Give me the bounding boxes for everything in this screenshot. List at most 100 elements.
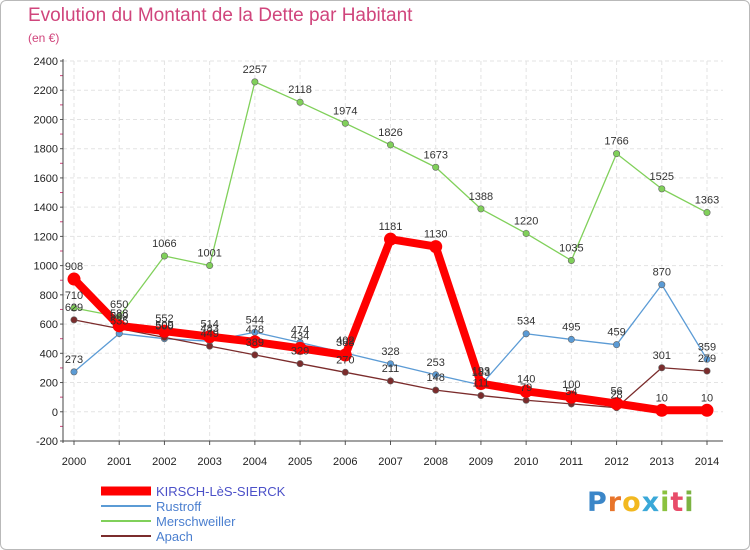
- series-3-data-label: 569: [110, 311, 128, 323]
- series-1-data-label: 495: [562, 321, 580, 333]
- series-2-data-label: 1826: [378, 127, 402, 139]
- series-0-point: [564, 390, 578, 404]
- logo-letter: P: [587, 487, 608, 518]
- series-2-point: [160, 252, 168, 260]
- series-2-data-label: 1001: [197, 247, 221, 259]
- plot-area: [63, 61, 723, 441]
- series-2-point: [477, 205, 485, 213]
- series-3-data-label: 329: [291, 346, 309, 358]
- series-3-point: [658, 364, 666, 372]
- series-1-data-label: 544: [246, 314, 264, 326]
- series-3-point: [477, 392, 485, 400]
- series-2-point: [432, 163, 440, 171]
- x-tick-label: 2006: [333, 456, 357, 468]
- x-tick-label: 2000: [62, 456, 86, 468]
- chart-title: Evolution du Montant de la Dette par Hab…: [28, 5, 413, 26]
- series-3-data-label: 629: [65, 302, 83, 314]
- x-tick-label: 2014: [695, 456, 719, 468]
- y-tick-label: 1200: [34, 231, 58, 243]
- series-2-data-label: 650: [110, 299, 128, 311]
- series-0-data-label: 514: [200, 319, 218, 331]
- series-2-data-label: 1388: [469, 191, 493, 203]
- series-2-data-label: 1035: [559, 243, 583, 255]
- x-tick-label: 2010: [514, 456, 538, 468]
- x-tick-label: 2013: [650, 456, 674, 468]
- series-3-data-label: 449: [200, 328, 218, 340]
- x-tick-label: 2002: [152, 456, 176, 468]
- series-2-point: [613, 150, 621, 158]
- y-tick-label: 800: [40, 290, 58, 302]
- logo-letter: r: [607, 487, 623, 518]
- series-3-data-label: 111: [473, 378, 490, 390]
- series-2-point: [386, 141, 394, 149]
- series-0-data-label: 56: [610, 386, 622, 398]
- series-3-point: [432, 386, 440, 394]
- series-3-point: [70, 316, 78, 324]
- y-tick-label: 1000: [34, 261, 58, 273]
- series-1-point: [658, 281, 666, 289]
- series-3-point: [251, 351, 259, 359]
- series-1-point: [386, 360, 394, 368]
- series-2-point: [522, 229, 530, 237]
- series-2-point: [296, 98, 304, 106]
- y-tick-label: 200: [40, 378, 58, 390]
- series-0-point: [519, 384, 533, 398]
- series-3-point: [386, 377, 394, 385]
- series-2-point: [251, 78, 259, 86]
- y-tick-label: -200: [36, 436, 58, 448]
- y-tick-label: 400: [40, 348, 58, 360]
- y-tick-label: 0: [52, 407, 58, 419]
- y-tick-label: 2400: [34, 56, 58, 68]
- series-1-data-label: 483: [200, 323, 218, 335]
- series-2-point: [206, 261, 214, 269]
- series-2-data-label: 1363: [695, 195, 719, 207]
- series-0-point: [384, 232, 397, 246]
- series-2-data-label: 1974: [333, 105, 357, 117]
- series-0-point: [157, 324, 171, 338]
- series-3-data-label: 148: [427, 372, 445, 384]
- series-3-data-label: 54: [565, 386, 577, 398]
- series-0-point: [474, 377, 488, 391]
- series-2-data-label: 2118: [288, 84, 312, 96]
- x-tick-label: 2009: [469, 456, 493, 468]
- series-0-data-label: 100: [562, 379, 580, 391]
- series-0-point: [610, 397, 624, 411]
- series-0-point: [112, 319, 126, 333]
- x-tick-label: 2004: [243, 456, 267, 468]
- series-2-data-label: 1220: [514, 215, 538, 227]
- series-1-data-label: 459: [607, 327, 625, 339]
- series-1-data-label: 870: [653, 267, 671, 279]
- legend-label-0: KIRSCH-LèS-SIERCK: [156, 484, 286, 499]
- series-2-point: [567, 256, 575, 264]
- chart-subtitle: (en €): [28, 31, 60, 45]
- series-0-point: [248, 335, 262, 349]
- x-tick-label: 2008: [423, 456, 447, 468]
- series-2-data-label: 1066: [152, 238, 176, 250]
- proxiti-logo: Proxiti: [587, 487, 695, 518]
- series-3-data-label: 79: [520, 382, 532, 394]
- series-2-data-label: 1525: [650, 171, 674, 183]
- series-0-data-label: 1130: [424, 229, 448, 241]
- series-0-point: [429, 240, 443, 254]
- x-tick-label: 2003: [197, 456, 221, 468]
- x-tick-label: 2012: [604, 456, 628, 468]
- y-tick-label: 1600: [34, 173, 58, 185]
- series-1-point: [613, 341, 621, 349]
- series-0-data-label: 478: [246, 324, 264, 336]
- series-0-data-label: 588: [110, 308, 128, 320]
- series-1-data-label: 359: [698, 341, 716, 353]
- series-0-data-label: 1181: [379, 221, 403, 233]
- series-3-data-label: 270: [336, 354, 354, 366]
- series-0-data-label: 388: [336, 337, 354, 349]
- logo-letter: x: [641, 487, 661, 518]
- x-tick-label: 2011: [560, 456, 584, 468]
- logo-letter: t: [670, 487, 685, 518]
- series-3-point: [703, 367, 711, 375]
- series-2-point: [341, 119, 349, 127]
- series-1-data-label: 328: [381, 346, 399, 358]
- series-0-point: [338, 348, 352, 362]
- series-3-point: [206, 342, 214, 350]
- series-3-data-label: 509: [155, 319, 173, 331]
- series-0-data-label: 193: [472, 366, 490, 378]
